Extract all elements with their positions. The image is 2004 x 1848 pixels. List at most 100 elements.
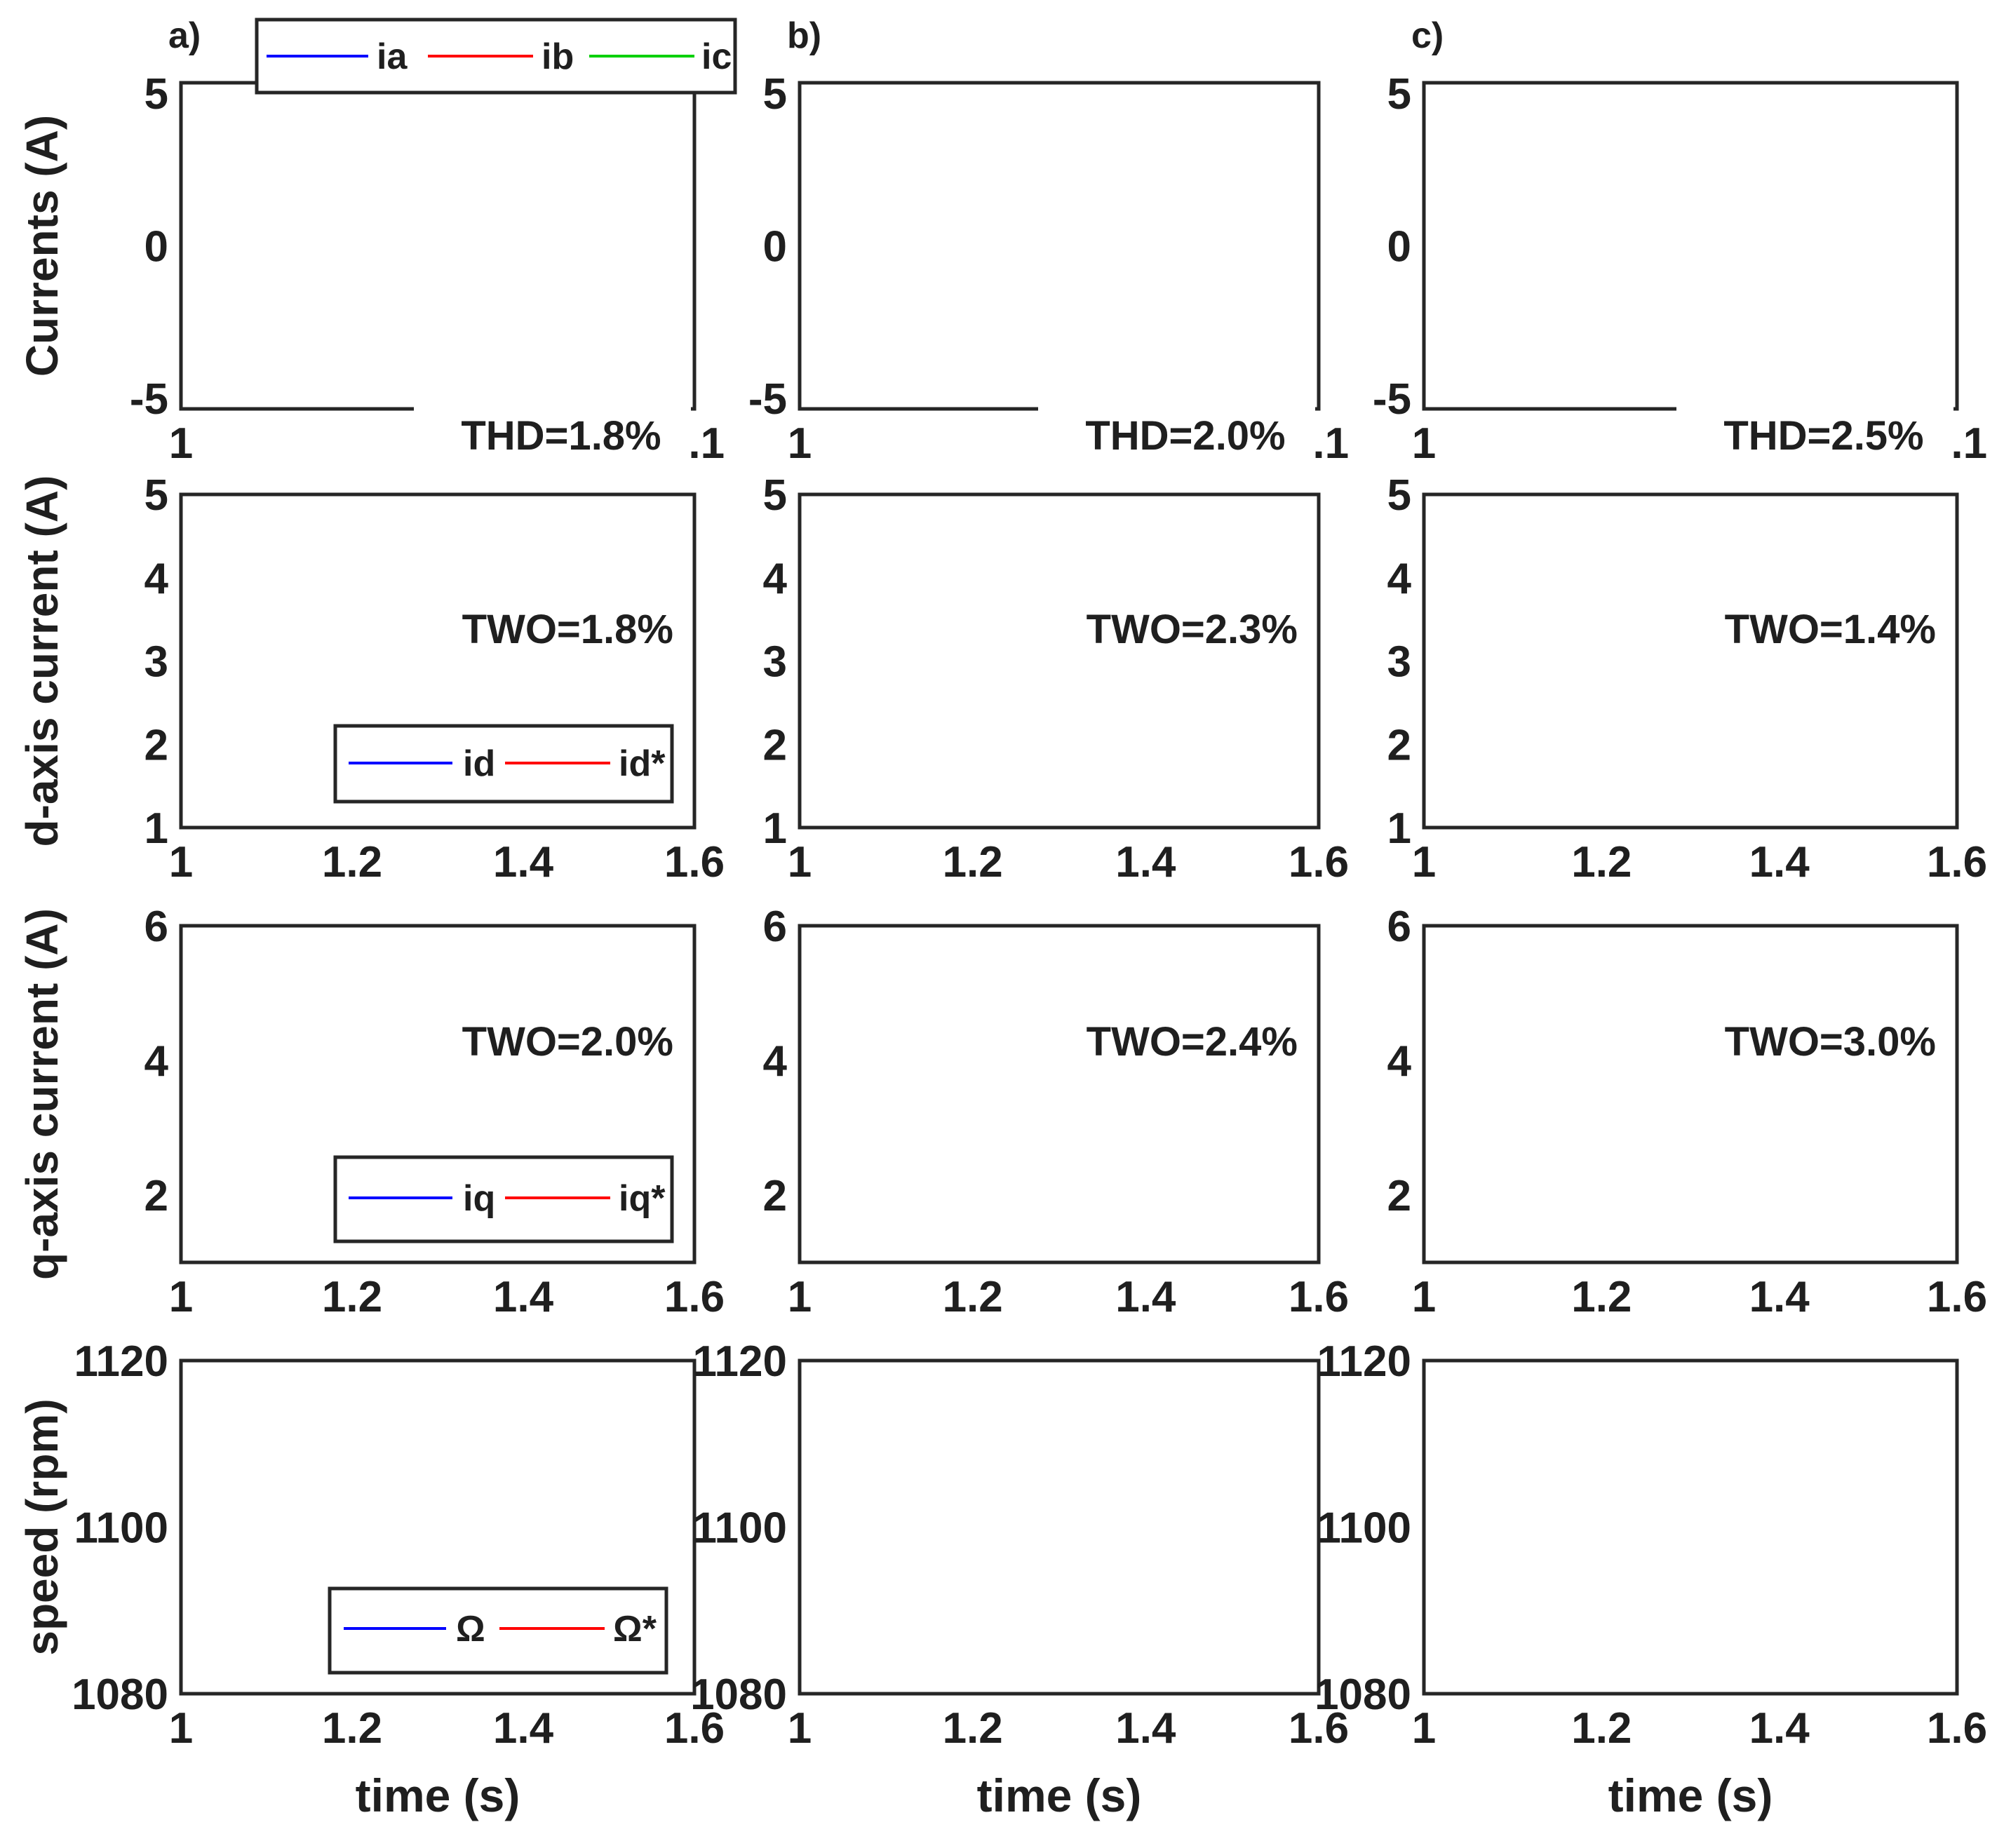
x-tick-label: 1.2: [943, 838, 1003, 886]
x-tick-label: 1.4: [1749, 1273, 1810, 1321]
x-tick-label: 1.2: [943, 1273, 1003, 1321]
y-tick-label: 4: [144, 555, 169, 603]
x-tick-label: 1.6: [664, 1273, 725, 1321]
y-tick-label: 1120: [692, 1337, 787, 1386]
x-tick-label: 1.2: [1571, 1273, 1632, 1321]
x-tick-label: 1.2: [322, 838, 382, 886]
x-tick-label: 1: [788, 838, 812, 886]
y-tick-label: 5: [763, 471, 787, 520]
two-annotation: TWO=1.8%: [462, 607, 673, 652]
y-tick-label: 2: [144, 1172, 168, 1220]
y-tick-label: -5: [1373, 375, 1411, 424]
y-axis-label: Currents (A): [17, 115, 67, 377]
y-tick-label: 1: [144, 804, 168, 853]
x-tick-label: 1: [1412, 838, 1436, 886]
x-tick-label: 1: [1412, 1704, 1436, 1753]
two-annotation: TWO=1.4%: [1725, 607, 1936, 652]
x-tick-label: 1.2: [1571, 838, 1632, 886]
y-tick-label: 5: [1387, 471, 1411, 520]
x-tick-label: 1: [169, 1704, 193, 1753]
y-tick-label: -5: [130, 375, 168, 424]
subplot-speed-c: 1 1.2 1.4 1.6 1080 1100 1120 time (s): [1314, 1337, 1987, 1821]
subplot-speed-b: 1 1.2 1.4 1.6 1080 1100 1120 time (s): [690, 1337, 1349, 1821]
thd-annotation: THD=1.8%: [461, 413, 661, 459]
x-tick-label: 1: [1412, 419, 1436, 468]
axes-frame: [179, 81, 697, 411]
legend-entry: ia: [377, 36, 408, 77]
x-tick-label: 1.6: [1289, 1273, 1349, 1321]
subplot-q-axis-a: 1 1.2 1.4 1.6 2 4 6 TWO=2.0%: [144, 903, 725, 1321]
x-tick-label: 1: [169, 1273, 193, 1321]
x-tick-label: 1.6: [664, 838, 725, 886]
y-tick-label: 5: [763, 70, 787, 119]
two-annotation: TWO=2.0%: [462, 1019, 673, 1065]
axes-frame: [798, 81, 1321, 411]
subplot-q-axis-c: 1 1.2 1.4 1.6 2 4 6 TWO=3.0%: [1387, 903, 1988, 1321]
x-tick-label: 1.6: [1927, 1704, 1987, 1753]
thd-annotation-bg: [414, 403, 691, 463]
thd-annotation: THD=2.5%: [1723, 413, 1923, 459]
y-tick-label: 3: [1387, 638, 1411, 687]
y-tick-label: 5: [144, 471, 168, 520]
y-tick-label: 0: [144, 223, 168, 271]
legend-box: [328, 1586, 668, 1675]
axes-frame: [1422, 81, 1959, 411]
x-tick-label: 1.6: [1289, 838, 1349, 886]
x-tick-label: 1.2: [322, 1273, 382, 1321]
axes-frame: [798, 924, 1321, 1264]
subplot-d-axis-a: 1 1.2 1.4 1.6 1 2 3 4 5 TWO=1.8%: [144, 471, 725, 886]
x-tick-label: 1.4: [493, 1273, 554, 1321]
legend-entry: id: [463, 743, 495, 784]
subplot-q-axis-b: 1 1.2 1.4 1.6 2 4 6 TWO=2.4%: [763, 903, 1350, 1321]
y-tick-label: 4: [1387, 555, 1412, 603]
legend-entry: id*: [619, 743, 666, 784]
y-tick-label: 1120: [74, 1337, 168, 1386]
x-tick-label: 1.6: [1927, 1273, 1987, 1321]
y-tick-label: 6: [763, 903, 787, 951]
thd-annotation: THD=2.0%: [1085, 413, 1285, 459]
x-tick-label: 1.4: [1115, 1273, 1176, 1321]
panel-label: b): [787, 15, 821, 56]
y-tick-label: 3: [144, 638, 168, 687]
y-axis-label: speed (rpm): [17, 1398, 67, 1655]
y-tick-label: 1080: [1314, 1671, 1411, 1719]
y-tick-label: 1: [763, 804, 787, 853]
y-tick-label: 1100: [1317, 1504, 1411, 1553]
legend-speed: Ω Ω*: [328, 1586, 668, 1675]
legend-q-axis: iq iq*: [333, 1155, 674, 1243]
thd-annotation-bg: [1676, 403, 1953, 463]
axes-frame: [798, 492, 1321, 830]
x-tick-label: 1.4: [1749, 838, 1810, 886]
two-annotation: TWO=2.4%: [1087, 1019, 1298, 1065]
x-tick-label: 1.4: [1749, 1704, 1810, 1753]
y-tick-label: 4: [763, 1037, 788, 1086]
x-tick-label: 1.2: [943, 1704, 1003, 1753]
y-tick-label: 2: [1387, 721, 1411, 769]
y-tick-label: 1080: [690, 1671, 787, 1719]
y-tick-label: 5: [144, 70, 168, 119]
legend-entry: ic: [701, 36, 732, 77]
x-tick-label: 1: [788, 1273, 812, 1321]
axes-frame: [1422, 1358, 1959, 1696]
x-tick-label: 1.4: [1115, 838, 1176, 886]
y-tick-label: 4: [1387, 1037, 1412, 1086]
x-axis-label: time (s): [977, 1769, 1142, 1821]
subplot-d-axis-b: 1 1.2 1.4 1.6 1 2 3 4 5 TWO=2.3%: [763, 471, 1350, 886]
subplot-speed-a: 1 1.2 1.4 1.6 1080 1100 1120 time (s): [72, 1337, 725, 1821]
y-axis-label: q-axis current (A): [17, 908, 67, 1280]
panel-label: c): [1411, 15, 1444, 56]
y-tick-label: 0: [1387, 223, 1411, 271]
y-tick-label: 2: [144, 721, 168, 769]
x-tick-label: 1.6: [1927, 838, 1987, 886]
y-tick-label: 6: [1387, 903, 1411, 951]
legend-entry: ib: [542, 36, 574, 77]
x-tick-label: 1: [169, 838, 193, 886]
two-annotation: TWO=3.0%: [1725, 1019, 1936, 1065]
y-tick-label: -5: [748, 375, 787, 424]
y-tick-label: 5: [1387, 70, 1411, 119]
x-tick-label: 1: [169, 419, 193, 468]
y-tick-label: 3: [763, 638, 787, 687]
